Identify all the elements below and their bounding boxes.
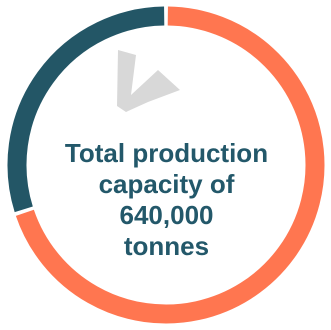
- clock-watermark-icon: [117, 50, 180, 112]
- center-label-line-4: tonnes: [123, 231, 210, 261]
- center-label-line-3: 640,000: [119, 200, 214, 230]
- center-label: Total production capacity of 640,000 ton…: [50, 138, 283, 262]
- center-label-line-1: Total production: [64, 138, 269, 168]
- donut-slice-1: [15, 6, 325, 324]
- center-label-line-2: capacity of: [98, 169, 235, 199]
- donut-slice-2: [7, 6, 165, 213]
